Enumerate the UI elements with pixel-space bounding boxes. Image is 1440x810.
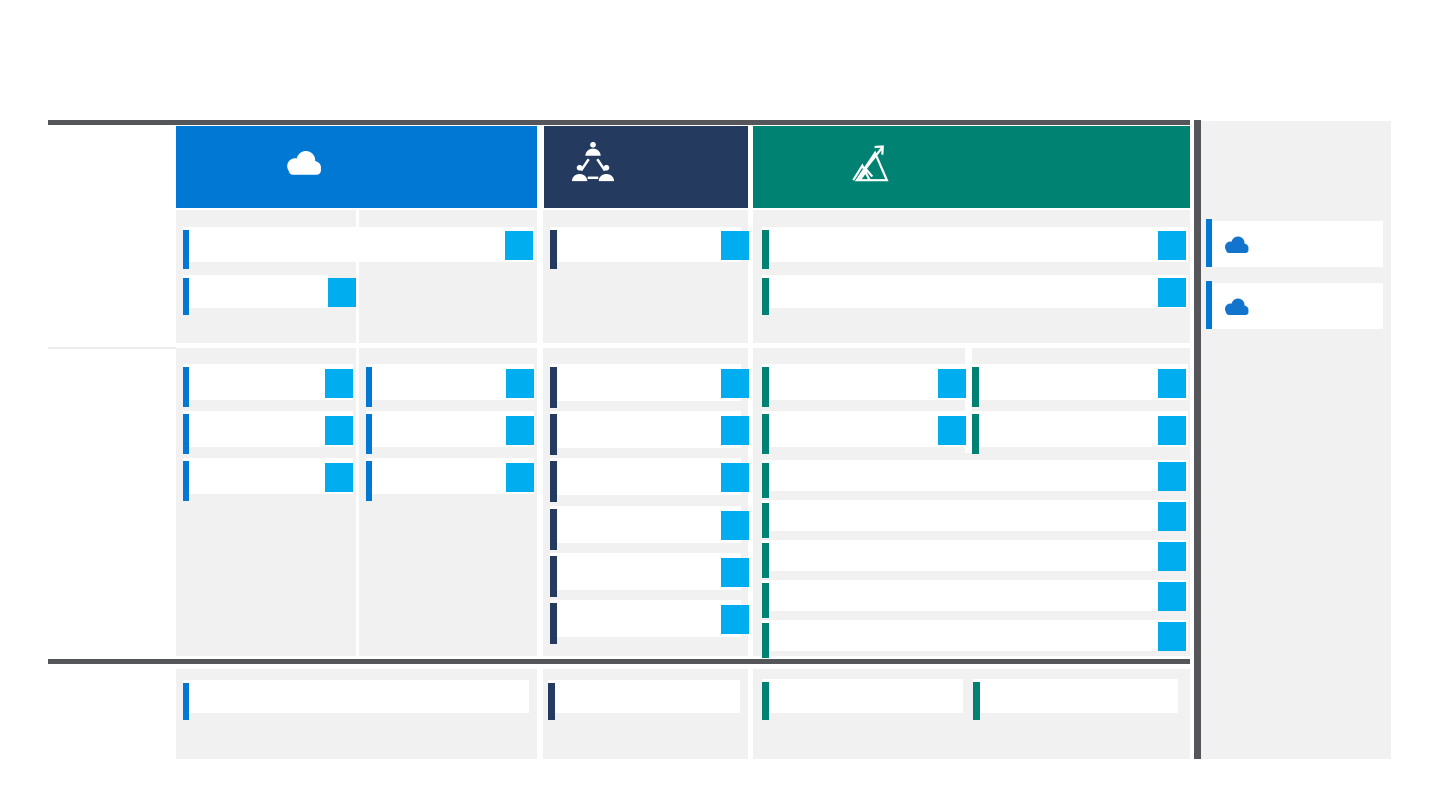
- item-card: [550, 600, 741, 637]
- item-card: [183, 411, 353, 447]
- cloud-icon: [1220, 234, 1252, 255]
- card-accent-bar: [550, 414, 557, 455]
- growth-chart-icon: [852, 142, 889, 182]
- card-accent-bar: [366, 461, 372, 501]
- card-accent-bar: [366, 414, 372, 454]
- item-card: [183, 227, 534, 262]
- cloud-icon: [280, 148, 326, 177]
- card-accent-bar: [550, 367, 557, 408]
- card-accent-bar: [550, 230, 557, 269]
- card-accent-bar: [1206, 281, 1212, 329]
- sidebar-panel: [1201, 121, 1391, 759]
- item-card: [762, 679, 963, 713]
- checkbox-square: [506, 416, 534, 445]
- card-accent-bar: [183, 278, 189, 315]
- column-header-team: [544, 126, 748, 208]
- card-accent-bar: [550, 509, 557, 550]
- sidebar-divider-bar: [1194, 120, 1201, 759]
- item-card: [762, 540, 1188, 571]
- item-card: [973, 679, 1178, 713]
- card-accent-bar: [762, 503, 769, 538]
- item-card: [762, 275, 1188, 308]
- item-card: [550, 364, 741, 401]
- checkbox-square: [721, 231, 749, 260]
- gutter-divider: [48, 347, 176, 349]
- item-card: [550, 227, 741, 262]
- checkbox-square: [506, 463, 534, 492]
- checkbox-square: [1158, 502, 1186, 531]
- card-accent-bar: [762, 414, 769, 454]
- item-card: [183, 275, 328, 308]
- card-accent-bar: [366, 367, 372, 407]
- bottom-rule: [48, 659, 1190, 664]
- item-card: [183, 680, 529, 713]
- checkbox-square: [721, 463, 749, 492]
- team-network-icon: [571, 139, 615, 185]
- checkbox-square: [1158, 462, 1186, 491]
- card-accent-bar: [762, 543, 769, 578]
- checkbox-square: [1158, 416, 1186, 445]
- item-card: [183, 458, 353, 494]
- card-accent-bar: [972, 367, 979, 407]
- card-accent-bar: [762, 367, 769, 407]
- card-accent-bar: [550, 556, 557, 597]
- card-accent-bar: [183, 683, 189, 720]
- item-card: [183, 364, 353, 400]
- item-card: [550, 458, 741, 495]
- checkbox-square: [721, 369, 749, 398]
- checkbox-square: [938, 416, 966, 445]
- checkbox-square: [325, 369, 353, 398]
- card-accent-bar: [762, 463, 769, 498]
- item-card: [550, 411, 741, 448]
- checkbox-square: [938, 369, 966, 398]
- card-accent-bar: [548, 683, 555, 720]
- card-accent-bar: [972, 414, 979, 454]
- item-card: [762, 620, 1188, 651]
- item-card: [762, 411, 965, 447]
- item-card: [762, 500, 1188, 531]
- checkbox-square: [325, 463, 353, 492]
- top-rule: [48, 120, 1190, 125]
- checkbox-square: [1158, 278, 1186, 307]
- checkbox-square: [721, 511, 749, 540]
- card-accent-bar: [183, 367, 189, 407]
- checkbox-square: [328, 278, 356, 307]
- item-card: [762, 580, 1188, 611]
- checkbox-square: [721, 416, 749, 445]
- checkbox-square: [505, 231, 533, 260]
- checkbox-square: [1158, 542, 1186, 571]
- item-card: [762, 460, 1188, 491]
- card-accent-bar: [1206, 219, 1212, 267]
- item-card: [550, 553, 741, 590]
- checkbox-square: [1158, 582, 1186, 611]
- card-accent-bar: [973, 682, 980, 720]
- card-accent-bar: [550, 461, 557, 502]
- checkbox-square: [721, 558, 749, 587]
- checkbox-square: [721, 605, 749, 634]
- card-accent-bar: [762, 230, 769, 269]
- column-header-growth: [753, 126, 1190, 208]
- card-accent-bar: [183, 461, 189, 501]
- card-accent-bar: [550, 603, 557, 644]
- card-accent-bar: [762, 682, 769, 720]
- checkbox-square: [1158, 622, 1186, 651]
- item-card: [762, 227, 1188, 262]
- card-accent-bar: [183, 414, 189, 454]
- checkbox-square: [325, 416, 353, 445]
- item-card: [972, 411, 1188, 447]
- cloud-icon: [1220, 296, 1252, 317]
- card-accent-bar: [762, 278, 769, 315]
- item-card: [548, 680, 740, 713]
- item-card: [972, 364, 1188, 400]
- column-header-cloud: [176, 126, 537, 208]
- checkbox-square: [1158, 231, 1186, 260]
- checkbox-square: [1158, 369, 1186, 398]
- card-accent-bar: [762, 583, 769, 618]
- card-accent-bar: [762, 623, 769, 658]
- checkbox-square: [506, 369, 534, 398]
- item-card: [550, 506, 741, 543]
- card-accent-bar: [183, 230, 189, 269]
- item-card: [762, 364, 965, 400]
